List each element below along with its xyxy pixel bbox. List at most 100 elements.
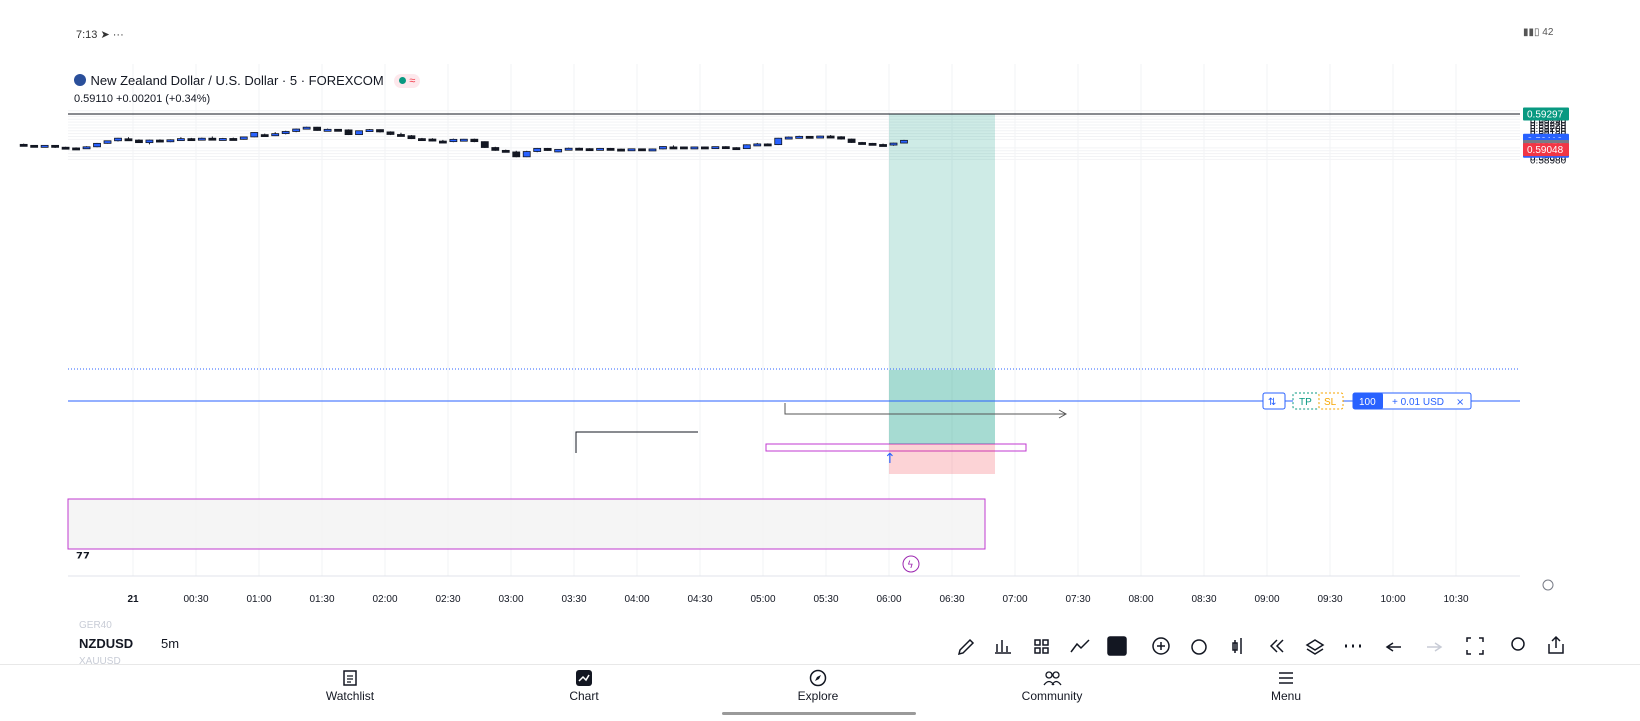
time-axis[interactable]: 21 00:30 01:00 01:30 02:00 02:30 03:00 03:30 04:… [127, 594, 1469, 605]
quote-line: 0.59110 +0.00201 (+0.34%) [74, 93, 210, 105]
nav-community[interactable]: Community [992, 669, 1112, 703]
watchlist-icon [343, 670, 357, 686]
order-quantity[interactable]: 100 [1359, 397, 1376, 408]
market-status-badge[interactable]: ≈ [394, 74, 421, 88]
candle [344, 129, 353, 136]
candle [260, 133, 269, 138]
candle [826, 135, 835, 139]
undo-icon[interactable] [1385, 642, 1401, 652]
ideas-icon[interactable] [1511, 637, 1525, 651]
candle [575, 147, 584, 151]
candle [365, 129, 374, 133]
trend-icon[interactable] [1070, 639, 1090, 653]
price-chart[interactable]: ↑ ϟ ⁷⁷ 0.593200.592800.592600.592400.592… [0, 64, 1640, 624]
projection-arrow-head [1058, 409, 1068, 419]
range-line[interactable] [575, 431, 698, 453]
indicators-icon[interactable] [995, 640, 1011, 654]
time-label: 01:00 [246, 594, 271, 605]
sl-button[interactable]: SL [1324, 397, 1337, 408]
demand-zone[interactable] [67, 498, 986, 550]
ghost-symbol-below: XAUUSD [79, 656, 121, 667]
candle [795, 135, 804, 139]
candle [774, 137, 783, 146]
candle [407, 135, 416, 140]
chart-legend[interactable]: New Zealand Dollar / U.S. Dollar · 5 · F… [74, 72, 421, 90]
tp-button[interactable]: TP [1299, 397, 1312, 408]
candle-type-icon[interactable] [1232, 638, 1242, 654]
take-profit-zone[interactable] [889, 114, 995, 444]
share-icon[interactable] [1548, 635, 1564, 654]
alert-icon[interactable] [1191, 639, 1207, 655]
nav-chart[interactable]: Chart [524, 669, 644, 703]
nav-watchlist[interactable]: Watchlist [290, 669, 410, 703]
candle [868, 142, 877, 146]
candle [271, 132, 280, 137]
candle [292, 128, 301, 133]
draw-icon[interactable] [957, 638, 975, 656]
candle [145, 139, 154, 145]
candle [82, 146, 91, 150]
templates-icon[interactable] [1034, 639, 1049, 654]
time-label: 03:30 [561, 594, 586, 605]
layers-icon[interactable] [1305, 639, 1325, 655]
candle [355, 130, 363, 136]
candle [470, 138, 479, 143]
candle [522, 150, 531, 158]
order-line-controls[interactable]: ⇅ TP SL 100 + 0.01 USD × [1262, 392, 1472, 410]
nav-label: Community [1021, 689, 1083, 703]
candle [554, 148, 563, 153]
replay-icon[interactable] [1269, 639, 1284, 653]
time-label: 05:30 [813, 594, 838, 605]
lightning-icon[interactable] [902, 555, 920, 573]
candle [690, 146, 699, 150]
redo-icon[interactable] [1427, 642, 1443, 652]
time-label: 04:00 [624, 594, 649, 605]
candle [197, 137, 206, 141]
candle [763, 143, 772, 147]
community-icon [1043, 671, 1062, 686]
candle [900, 139, 908, 144]
candle [302, 126, 311, 130]
candle [711, 146, 720, 150]
candle [313, 126, 322, 131]
chart-icon [576, 670, 592, 686]
candle [700, 146, 709, 150]
supply-box-line[interactable] [765, 443, 1027, 452]
stop-loss-zone[interactable] [889, 444, 995, 474]
candle [858, 141, 866, 145]
interval-selector[interactable]: 5m [161, 636, 180, 651]
axis-settings-icon[interactable] [1542, 579, 1554, 591]
last-price: 0.59110 [74, 93, 113, 105]
time-label: 04:30 [687, 594, 712, 605]
time-label: 10:30 [1443, 594, 1468, 605]
close-order-icon[interactable]: × [1456, 397, 1464, 408]
nav-label: Chart [569, 689, 599, 703]
candle [72, 147, 80, 151]
candle [250, 132, 259, 138]
candle [659, 146, 667, 150]
candle [837, 136, 846, 140]
price-label: 0.59220 [1530, 121, 1567, 132]
add-icon[interactable] [1152, 637, 1170, 655]
candle [103, 140, 112, 144]
reverse-order-icon[interactable]: ⇅ [1268, 397, 1276, 408]
candle [40, 144, 49, 148]
candle [397, 132, 405, 137]
candle [376, 129, 384, 133]
candle [533, 147, 542, 153]
symbol-selector[interactable]: NZDUSD [79, 636, 134, 651]
nav-explore[interactable]: Explore [758, 669, 878, 703]
candle [61, 146, 70, 150]
symbol-title[interactable]: New Zealand Dollar / U.S. Dollar · 5 · F… [90, 73, 384, 88]
nav-menu[interactable]: Menu [1226, 669, 1346, 703]
candle [156, 139, 164, 143]
price-label: 0.58980 [1530, 155, 1567, 166]
candle [669, 145, 678, 150]
candle [438, 139, 447, 144]
fullscreen-icon[interactable] [1466, 637, 1484, 655]
candle [512, 150, 521, 158]
tradingview-icon[interactable] [1107, 636, 1127, 656]
candle [879, 143, 887, 147]
projection-path[interactable] [784, 403, 1065, 415]
